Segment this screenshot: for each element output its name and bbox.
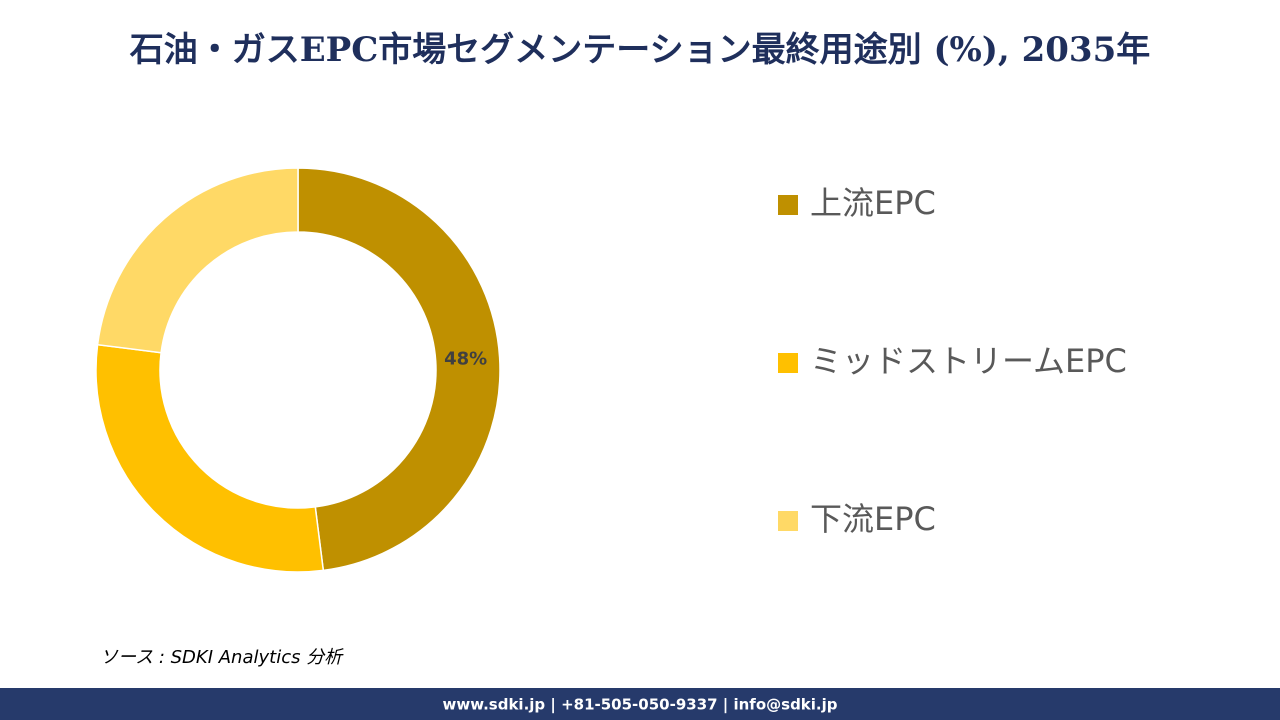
donut-segment — [95, 343, 325, 573]
footer-bar — [0, 688, 1280, 720]
chart-title: 石油・ガスEPC市場セグメンテーション最終用途別 (%), 2035年 — [129, 30, 1150, 70]
footer-text: www.sdki.jp | +81-505-050-9337 | info@sd… — [442, 696, 837, 715]
data-label: 48% — [444, 348, 487, 369]
legend-swatch — [778, 353, 798, 373]
source: ソース : SDKI Analytics 分析 — [100, 647, 344, 668]
donut-segment — [96, 167, 299, 354]
legend-swatch — [778, 511, 798, 531]
legend-swatch — [778, 195, 798, 215]
legend-label: 上流EPC — [810, 184, 936, 222]
legend-label: ミッドストリームEPC — [810, 342, 1127, 380]
legend-label: 下流EPC — [810, 500, 936, 538]
donut-segment — [297, 167, 501, 572]
